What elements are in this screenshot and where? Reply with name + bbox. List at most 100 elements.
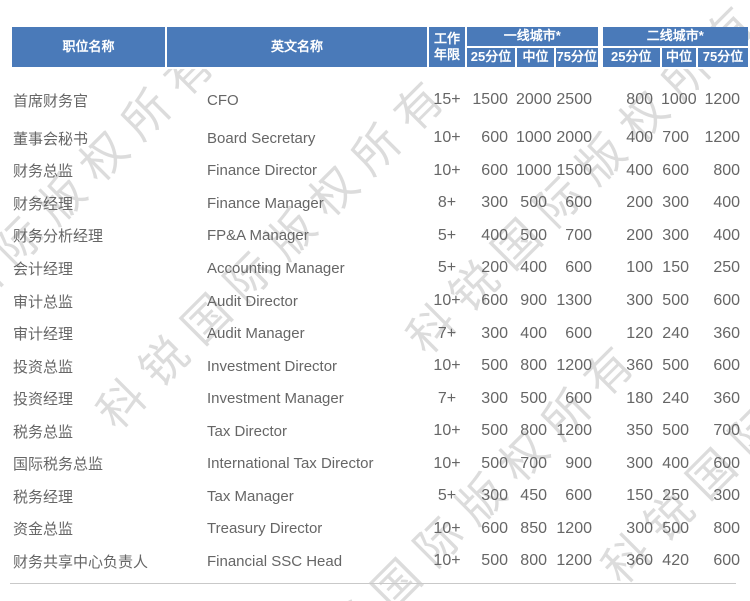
tier2-p25-value: 400 (626, 129, 653, 147)
table-row: 税务总监 Tax Director 10+ 500 800 1200 350 500 700 (12, 415, 748, 448)
tier1-median-value: 1000 (516, 129, 552, 147)
position-name: 审计经理 (13, 326, 74, 344)
table-row: 投资总监 Investment Director 10+ 500 800 1200 360 5… (12, 350, 748, 383)
years-value: 10+ (433, 357, 461, 375)
english-name: Finance Manager (207, 194, 324, 212)
years-value: 7+ (437, 389, 457, 407)
tier1-p25-value: 1500 (472, 91, 508, 108)
tier2-p25-value: 100 (626, 259, 653, 277)
table-row: 财务分析经理 FP&A Manager 5+ 400 500 700 200 300 400 (12, 220, 748, 253)
tier1-p75-value: 1200 (556, 552, 592, 570)
table-row: 国际税务总监 International Tax Director 10+ 500 70… (12, 447, 748, 480)
english-name: International Tax Director (207, 455, 374, 473)
tier1-p25-value: 500 (481, 552, 508, 570)
tier2-median-value: 500 (662, 422, 689, 440)
tier2-p25-value: 180 (626, 389, 653, 407)
tier1-p25-value: 300 (481, 324, 508, 342)
english-name: Board Secretary (207, 129, 316, 147)
table-row: 会计经理 Accounting Manager 5+ 200 400 600 100 150 2… (12, 252, 748, 285)
tier1-median-value: 500 (520, 389, 547, 407)
tier2-p75-value: 1200 (704, 91, 741, 108)
tier2-median-value: 240 (662, 324, 689, 342)
column-header-years: 工作年限 (427, 27, 467, 69)
tier2-p25-value: 300 (626, 292, 653, 309)
tier1-median-value: 400 (520, 259, 547, 277)
tier1-p25-value: 200 (481, 259, 508, 277)
tier1-p75-value: 1500 (556, 161, 592, 179)
tier1-p75-value: 1300 (556, 292, 592, 309)
tier2-p25-value: 150 (626, 487, 653, 505)
years-value: 10+ (433, 454, 461, 472)
column-header-position: 职位名称 (12, 27, 167, 69)
position-name: 税务经理 (13, 488, 74, 506)
tier2-p75-value: 300 (713, 487, 741, 505)
tier1-p75-value: 600 (565, 487, 592, 505)
years-value: 5+ (437, 226, 457, 244)
years-value: 10+ (433, 161, 461, 179)
tier2-p25-value: 800 (626, 91, 653, 108)
tier1-median-value: 800 (520, 357, 547, 375)
tier2-p75-value: 360 (713, 324, 741, 342)
tier2-p75-value: 700 (713, 422, 741, 440)
english-name: Treasury Director (207, 520, 323, 538)
tier2-p75-value: 250 (713, 259, 741, 277)
tier1-median-value: 850 (520, 519, 547, 537)
years-value: 5+ (437, 259, 457, 277)
tier1-p75-value: 700 (565, 226, 592, 244)
tier1-p25-value: 600 (481, 161, 508, 179)
years-value: 15+ (433, 91, 461, 108)
english-name: Tax Manager (207, 487, 294, 505)
tier2-median-value: 700 (662, 129, 689, 147)
tier2-p75-value: 800 (713, 519, 741, 537)
years-value: 10+ (433, 129, 461, 147)
tier2-p75-value: 400 (713, 226, 741, 244)
position-name: 资金总监 (13, 521, 74, 539)
position-name: 财务总监 (13, 163, 74, 181)
column-header-tier1-median: 中位 (515, 46, 556, 69)
tier2-p75-value: 800 (713, 161, 741, 179)
position-name: 财务分析经理 (13, 228, 104, 246)
english-name: Accounting Manager (207, 259, 345, 277)
english-name: Investment Manager (207, 390, 344, 408)
tier1-p25-value: 600 (481, 292, 508, 309)
tier2-p25-value: 360 (626, 357, 653, 375)
tier1-p25-value: 500 (481, 357, 508, 375)
salary-table: 职位名称 英文名称 工作年限 一线城市* 二线城市* 25分位 中位 75分位 … (12, 27, 749, 578)
english-name: FP&A Manager (207, 227, 309, 245)
english-name: Financial SSC Head (207, 552, 343, 570)
table-row: 资金总监 Treasury Director 10+ 600 850 1200 300 500… (12, 513, 748, 546)
tier2-median-value: 420 (662, 552, 689, 570)
column-header-tier2-median: 中位 (660, 46, 698, 69)
column-header-english: 英文名称 (165, 27, 429, 69)
column-header-tier1-p25: 25分位 (466, 46, 517, 69)
tier2-p25-value: 360 (626, 552, 653, 570)
tier1-p75-value: 600 (565, 194, 592, 212)
tier2-median-value: 240 (662, 389, 689, 407)
group-header-tier2-cities: 二线城市* (597, 27, 749, 48)
tier2-p75-value: 600 (713, 357, 741, 375)
tier2-p25-value: 350 (626, 422, 653, 440)
group-header-tier1-cities: 一线城市* (465, 27, 601, 48)
tier2-median-value: 250 (662, 487, 689, 505)
tier2-median-value: 300 (662, 226, 689, 244)
tier2-median-value: 400 (662, 454, 689, 472)
tier2-median-value: 1000 (661, 91, 697, 108)
tier2-p75-value: 360 (713, 389, 741, 407)
tier1-p75-value: 900 (565, 454, 592, 472)
tier1-median-value: 400 (520, 324, 547, 342)
table-row: 审计经理 Audit Manager 7+ 300 400 600 120 240 360 (12, 317, 748, 350)
tier1-median-value: 1000 (516, 161, 552, 179)
tier2-median-value: 300 (662, 194, 689, 212)
tier2-median-value: 500 (662, 357, 689, 375)
position-name: 财务共享中心负责人 (13, 553, 149, 571)
tier1-median-value: 2000 (516, 91, 552, 108)
english-name: Tax Director (207, 422, 288, 440)
tier2-p25-value: 400 (626, 161, 653, 179)
tier1-p25-value: 300 (481, 194, 508, 212)
tier1-median-value: 800 (520, 422, 547, 440)
years-value: 10+ (433, 552, 461, 570)
tier1-p25-value: 600 (481, 519, 508, 537)
tier1-median-value: 450 (520, 487, 547, 505)
position-name: 会计经理 (13, 260, 74, 278)
position-name: 财务经理 (13, 195, 74, 213)
